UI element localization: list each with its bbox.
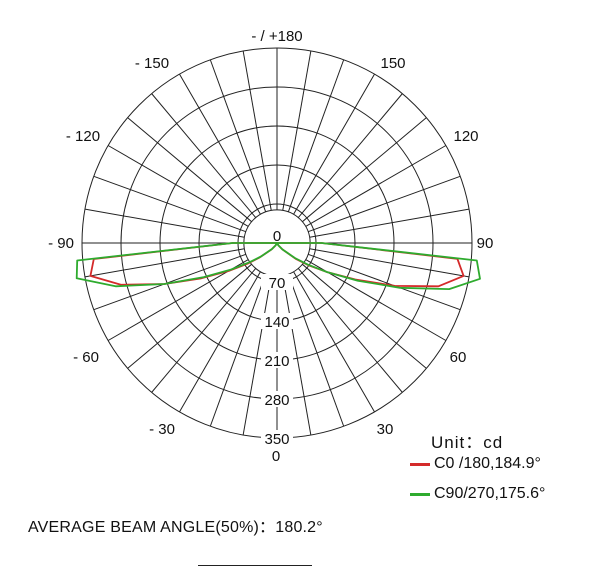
polar-labels: - / +180 150 - 150 120 - 120 90 - 90 60 - 60 30 - … — [48, 28, 493, 465]
beam-angle-text: AVERAGE BEAM ANGLE(50%)：180.2° — [28, 519, 323, 536]
grid-spoke — [309, 248, 470, 278]
legend-c90-swatch — [410, 492, 430, 496]
radial-tick-label-bg — [261, 352, 293, 368]
angle-label-0: 0 — [272, 448, 280, 465]
grid-spoke — [282, 275, 312, 436]
legend-c0-label: C0 /180,184.9° — [434, 455, 541, 472]
polar-chart: - / +180 150 - 150 120 - 120 90 - 90 60 - 60 30 - … — [48, 28, 493, 465]
legend-c90: C90/270,175.6° — [410, 485, 545, 503]
polar-series — [75, 242, 481, 290]
grid-spoke — [282, 50, 312, 211]
angle-label-180: - / +180 — [251, 28, 302, 45]
grid-spoke — [293, 73, 375, 215]
radial-tick-label-bg — [261, 430, 293, 446]
radial-tick-label-140: 140 — [264, 314, 289, 331]
angle-label-neg30: - 30 — [149, 421, 175, 438]
grid-spoke — [302, 263, 427, 369]
angle-label-neg90: - 90 — [48, 235, 74, 252]
radial-tick-label-350: 350 — [264, 431, 289, 448]
grid-spoke — [305, 145, 447, 227]
bottom-divider — [198, 565, 312, 566]
angle-label-120: 120 — [453, 128, 478, 145]
angle-label-30: 30 — [377, 421, 394, 438]
radial-tick-label-0: 0 — [273, 228, 281, 245]
angle-label-neg150: - 150 — [135, 55, 169, 72]
grid-spoke — [151, 268, 257, 393]
legend-c0: C0 /180,184.9° — [410, 455, 541, 473]
grid-spoke — [107, 259, 249, 341]
grid-spoke — [127, 263, 252, 369]
angle-label-neg120: - 120 — [66, 128, 100, 145]
grid-spoke — [287, 59, 345, 213]
radial-tick-label-bg — [261, 274, 293, 290]
grid-spoke — [287, 273, 345, 427]
angle-label-60: 60 — [450, 349, 467, 366]
grid-spoke — [84, 208, 245, 238]
grid-spoke — [297, 93, 403, 218]
grid-spoke — [297, 268, 403, 393]
grid-spoke — [179, 73, 261, 215]
grid-spoke — [179, 271, 261, 413]
angle-label-90: 90 — [477, 235, 494, 252]
grid-spoke — [302, 117, 427, 223]
legend-c90-label: C90/270,175.6° — [434, 485, 546, 502]
grid-spoke — [107, 145, 249, 227]
unit-label: Unit：cd — [431, 433, 504, 452]
radial-tick-label-bg — [261, 391, 293, 407]
grid-spoke — [307, 175, 461, 233]
grid-spoke — [127, 117, 252, 223]
grid-spoke — [242, 275, 272, 436]
grid-spoke — [209, 273, 267, 427]
grid-spoke — [93, 175, 247, 233]
grid-spoke — [84, 248, 245, 278]
legend-c0-swatch — [410, 462, 430, 466]
radial-tick-label-280: 280 — [264, 392, 289, 409]
grid-spoke — [151, 93, 257, 218]
grid-spoke — [93, 253, 247, 311]
radial-tick-label-bg — [261, 313, 293, 329]
grid-spoke — [309, 208, 470, 238]
grid-spoke — [242, 50, 272, 211]
angle-label-neg60: - 60 — [73, 349, 99, 366]
radial-tick-label-70: 70 — [269, 275, 286, 292]
radial-tick-label-210: 210 — [264, 353, 289, 370]
angle-label-150: 150 — [380, 55, 405, 72]
grid-spoke — [209, 59, 267, 213]
series-c90-curve — [75, 242, 481, 290]
grid-spoke — [293, 271, 375, 413]
grid-spoke — [307, 253, 461, 311]
